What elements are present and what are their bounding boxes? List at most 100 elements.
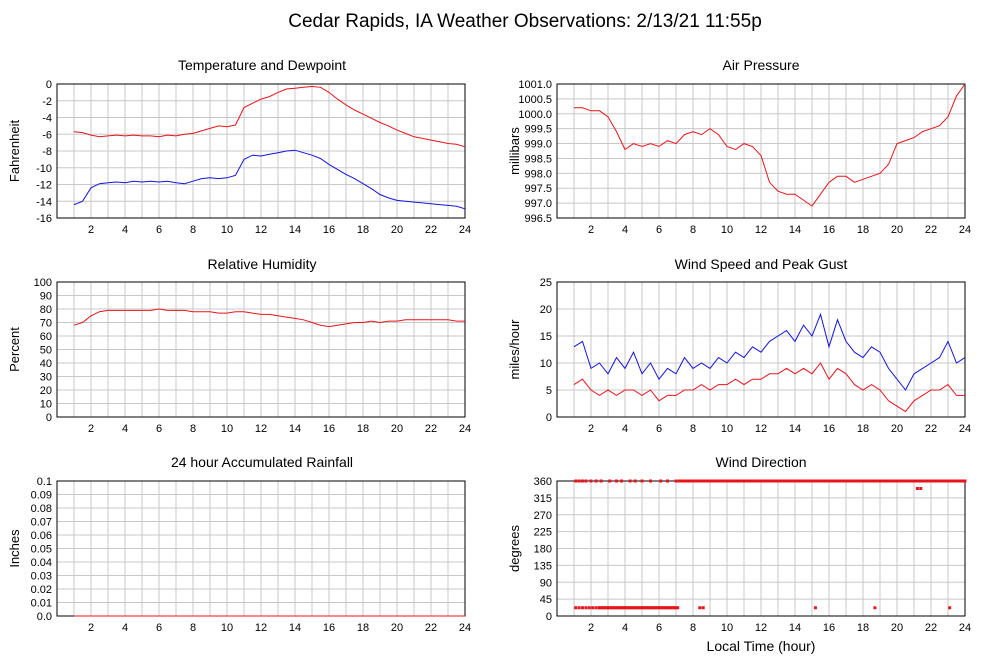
data-point [674, 479, 678, 483]
y-tick-label: 0.08 [31, 503, 52, 515]
x-tick-label: 18 [857, 423, 869, 435]
x-tick-label: 16 [823, 224, 835, 236]
y-tick-label: 80 [40, 304, 52, 316]
wind-frame [556, 281, 966, 418]
y-tick-label: 0.0 [37, 611, 52, 623]
y-tick-label: -6 [42, 129, 52, 141]
y-tick-label: 100 [34, 277, 52, 289]
data-point [659, 479, 663, 483]
y-tick-label: 998.5 [524, 153, 552, 165]
humidity-ylabel: Percent [7, 327, 22, 372]
y-tick-label: 10 [540, 358, 552, 370]
x-tick-label: 2 [88, 423, 94, 435]
data-point [599, 479, 603, 483]
x-tick-label: 8 [690, 423, 696, 435]
y-tick-label: 70 [40, 318, 52, 330]
x-tick-label: 4 [122, 224, 128, 236]
y-tick-label: 45 [540, 594, 552, 606]
x-tick-label: 12 [755, 224, 767, 236]
data-point [948, 606, 952, 610]
x-tick-label: 6 [656, 622, 662, 634]
temp-series-1-line [73, 149, 466, 210]
y-tick-label: 360 [534, 476, 552, 488]
wind-series-1-line [573, 362, 965, 413]
data-point [584, 606, 588, 610]
x-tick-label: 12 [255, 224, 267, 236]
data-point [615, 479, 618, 483]
y-tick-label: -16 [36, 213, 52, 225]
x-tick-label: 14 [289, 622, 301, 634]
x-tick-label: 18 [857, 622, 869, 634]
x-tick-label: 18 [357, 622, 369, 634]
x-tick-label: 4 [622, 423, 628, 435]
rain-title: 24 hour Accumulated Rainfall [171, 454, 353, 470]
y-tick-label: -10 [36, 163, 52, 175]
data-point [701, 606, 705, 610]
pressure-ylabel: millibars [507, 127, 522, 175]
data-point [577, 479, 581, 483]
data-point [581, 606, 584, 610]
data-point [608, 479, 612, 483]
x-tick-label: 22 [425, 622, 437, 634]
x-tick-label: 24 [959, 224, 971, 236]
direction-series-0 [574, 479, 967, 610]
y-tick-label: 90 [540, 577, 552, 589]
x-tick-label: 24 [959, 423, 971, 435]
y-tick-label: 0 [46, 412, 52, 424]
y-tick-label: 10 [40, 399, 52, 411]
temp-frame [56, 83, 466, 219]
y-tick-label: 1001.0 [518, 79, 552, 91]
y-tick-label: -4 [42, 113, 52, 125]
y-tick-label: 20 [40, 385, 52, 397]
temp-grid [57, 83, 466, 219]
y-tick-label: 270 [534, 510, 552, 522]
x-tick-label: 10 [221, 622, 233, 634]
x-tick-label: 12 [755, 622, 767, 634]
rain-ylabel: Inches [7, 529, 22, 568]
x-tick-label: 2 [588, 622, 594, 634]
x-tick-label: 16 [323, 622, 335, 634]
y-tick-label: 0.03 [31, 571, 52, 583]
data-point [591, 606, 595, 610]
data-point [633, 479, 637, 483]
humidity-title: Relative Humidity [208, 256, 317, 272]
x-tick-label: 2 [88, 622, 94, 634]
x-tick-label: 14 [289, 224, 301, 236]
wind-ylabel: miles/hour [507, 319, 522, 380]
y-tick-label: 15 [540, 331, 552, 343]
y-tick-label: 40 [40, 358, 52, 370]
y-tick-label: 1000.5 [518, 94, 552, 106]
data-point [620, 479, 624, 483]
y-tick-label: 135 [534, 560, 552, 572]
y-tick-label: 997.0 [524, 198, 552, 210]
data-point [574, 479, 578, 483]
x-tick-label: 6 [656, 224, 662, 236]
pressure-frame [556, 83, 966, 219]
data-point [915, 487, 919, 490]
x-tick-label: 14 [289, 423, 301, 435]
x-tick-label: 20 [391, 423, 403, 435]
y-tick-label: 0.01 [31, 598, 52, 610]
humidity-series-0-line [73, 308, 465, 328]
x-tick-label: 12 [255, 423, 267, 435]
y-tick-label: 315 [534, 493, 552, 505]
y-tick-label: 0.1 [37, 476, 52, 488]
x-axis-label: Local Time (hour) [707, 638, 816, 654]
y-tick-label: 998.0 [524, 168, 552, 180]
x-tick-label: 4 [622, 224, 628, 236]
y-tick-label: 997.5 [524, 183, 552, 195]
x-tick-label: 8 [690, 622, 696, 634]
x-tick-label: 24 [459, 224, 471, 236]
data-point [649, 479, 652, 483]
x-tick-label: 16 [323, 224, 335, 236]
x-tick-label: 16 [823, 423, 835, 435]
data-point [813, 606, 817, 610]
x-tick-label: 18 [357, 423, 369, 435]
x-tick-label: 20 [391, 622, 403, 634]
y-tick-label: -14 [36, 196, 52, 208]
x-tick-label: 18 [857, 224, 869, 236]
